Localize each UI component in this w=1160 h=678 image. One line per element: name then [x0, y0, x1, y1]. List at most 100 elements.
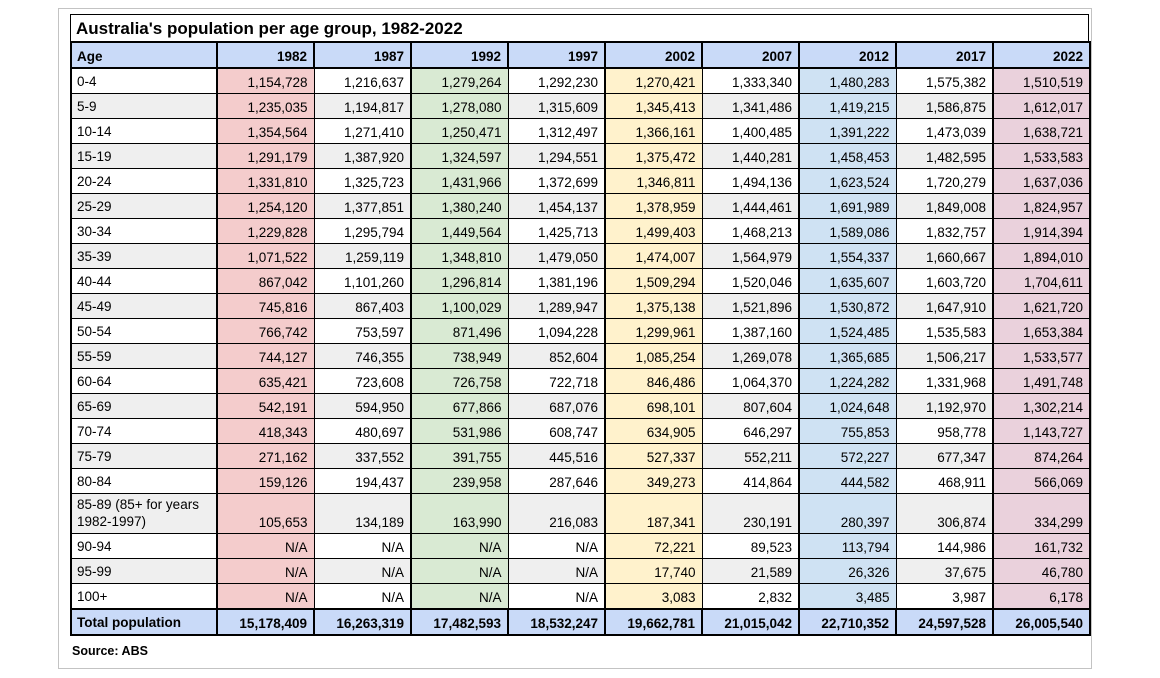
cell-2022: 1,653,384	[992, 318, 1091, 344]
cell-2022: 1,621,720	[992, 293, 1091, 319]
cell-1987: 337,552	[313, 443, 412, 469]
cell-2022: 1,510,519	[992, 67, 1091, 94]
cell-1982: 1,291,179	[216, 143, 315, 169]
cell-2017: 1,647,910	[895, 293, 994, 319]
cell-1997: 1,381,196	[507, 268, 606, 294]
cell-2022: 1,914,394	[992, 218, 1091, 244]
cell-1997: 216,083	[507, 493, 606, 534]
cell-2002: 3,083	[604, 583, 703, 610]
cell-1982: 1,154,728	[216, 67, 315, 94]
cell-1992: N/A	[410, 558, 509, 584]
cell-2017: 24,597,528	[895, 608, 994, 636]
cell-2017: 1,603,720	[895, 268, 994, 294]
cell-1987: 1,325,723	[313, 168, 412, 194]
cell-2002: 1,270,421	[604, 67, 703, 94]
cell-2017: 37,675	[895, 558, 994, 584]
cell-2002: 17,740	[604, 558, 703, 584]
cell-2017: 1,192,970	[895, 393, 994, 419]
table-row-70-74: 70-74 418,343 480,697 531,986 608,747 634,905…	[70, 418, 1091, 444]
cell-1987: 1,259,119	[313, 243, 412, 269]
cell-1992: 1,431,966	[410, 168, 509, 194]
cell-2017: 1,575,382	[895, 67, 994, 94]
row-label: Total population	[70, 608, 218, 636]
cell-2012: 1,554,337	[798, 243, 897, 269]
cell-1992: N/A	[410, 533, 509, 559]
cell-2017: 1,535,583	[895, 318, 994, 344]
table-row-35-39: 35-39 1,071,522 1,259,119 1,348,810 1,479,05…	[70, 243, 1091, 269]
cell-2007: 1,269,078	[701, 343, 800, 369]
table-row-10-14: 10-14 1,354,564 1,271,410 1,250,471 1,312,49…	[70, 118, 1091, 144]
table-row-90-94: 90-94 N/A N/A N/A N/A 72,221 89,523 113,794 144,…	[70, 533, 1091, 559]
cell-2012: 1,480,283	[798, 67, 897, 94]
cell-1987: 480,697	[313, 418, 412, 444]
cell-1982: 1,229,828	[216, 218, 315, 244]
cell-1997: 1,454,137	[507, 193, 606, 219]
cell-2012: 280,397	[798, 493, 897, 534]
column-header-1992: 1992	[410, 41, 509, 69]
cell-2022: 1,533,577	[992, 343, 1091, 369]
cell-2012: 1,589,086	[798, 218, 897, 244]
cell-1987: 1,194,817	[313, 93, 412, 119]
cell-1982: 1,354,564	[216, 118, 315, 144]
cell-1982: 1,331,810	[216, 168, 315, 194]
cell-2012: 1,691,989	[798, 193, 897, 219]
column-header-age: Age	[70, 41, 218, 69]
cell-2022: 1,704,611	[992, 268, 1091, 294]
cell-2002: 1,085,254	[604, 343, 703, 369]
cell-1982: N/A	[216, 558, 315, 584]
cell-2022: 6,178	[992, 583, 1091, 610]
cell-2007: 1,341,486	[701, 93, 800, 119]
cell-2022: 1,638,721	[992, 118, 1091, 144]
cell-2007: 2,832	[701, 583, 800, 610]
cell-1997: 1,372,699	[507, 168, 606, 194]
cell-1982: 744,127	[216, 343, 315, 369]
cell-2007: 1,521,896	[701, 293, 800, 319]
header-row: Age 1982 1987 1992 1997 2002 2007 2012 2017 2022	[70, 41, 1091, 69]
content-frame: Australia's population per age group, 19…	[58, 8, 1092, 669]
row-label: 75-79	[70, 443, 218, 469]
cell-1992: 531,986	[410, 418, 509, 444]
cell-2007: 89,523	[701, 533, 800, 559]
row-label: 70-74	[70, 418, 218, 444]
cell-1982: 159,126	[216, 468, 315, 494]
cell-2007: 1,520,046	[701, 268, 800, 294]
cell-2002: 1,378,959	[604, 193, 703, 219]
cell-2012: 444,582	[798, 468, 897, 494]
cell-2012: 572,227	[798, 443, 897, 469]
cell-1997: 287,646	[507, 468, 606, 494]
row-label: 10-14	[70, 118, 218, 144]
cell-1987: 746,355	[313, 343, 412, 369]
cell-2012: 1,224,282	[798, 368, 897, 394]
cell-1987: N/A	[313, 558, 412, 584]
cell-2012: 1,623,524	[798, 168, 897, 194]
cell-1987: 1,216,637	[313, 67, 412, 94]
cell-1997: 1,289,947	[507, 293, 606, 319]
column-header-2022: 2022	[992, 41, 1091, 69]
cell-1992: 1,296,814	[410, 268, 509, 294]
cell-1997: 1,094,228	[507, 318, 606, 344]
row-label: 45-49	[70, 293, 218, 319]
cell-1982: 766,742	[216, 318, 315, 344]
cell-2002: 698,101	[604, 393, 703, 419]
cell-1992: 163,990	[410, 493, 509, 534]
cell-1992: 1,278,080	[410, 93, 509, 119]
cell-1992: 239,958	[410, 468, 509, 494]
cell-2012: 1,524,485	[798, 318, 897, 344]
cell-2017: 144,986	[895, 533, 994, 559]
cell-1987: 194,437	[313, 468, 412, 494]
cell-2022: 1,612,017	[992, 93, 1091, 119]
row-label: 95-99	[70, 558, 218, 584]
cell-2017: 1,586,875	[895, 93, 994, 119]
row-label: 20-24	[70, 168, 218, 194]
cell-2002: 846,486	[604, 368, 703, 394]
cell-1992: 726,758	[410, 368, 509, 394]
cell-1997: 852,604	[507, 343, 606, 369]
cell-2007: 646,297	[701, 418, 800, 444]
cell-1997: 1,479,050	[507, 243, 606, 269]
cell-2012: 1,635,607	[798, 268, 897, 294]
column-header-1982: 1982	[216, 41, 315, 69]
table-row-65-69: 65-69 542,191 594,950 677,866 687,076 698,101…	[70, 393, 1091, 419]
cell-1997: 608,747	[507, 418, 606, 444]
cell-2022: 1,824,957	[992, 193, 1091, 219]
cell-2012: 1,530,872	[798, 293, 897, 319]
